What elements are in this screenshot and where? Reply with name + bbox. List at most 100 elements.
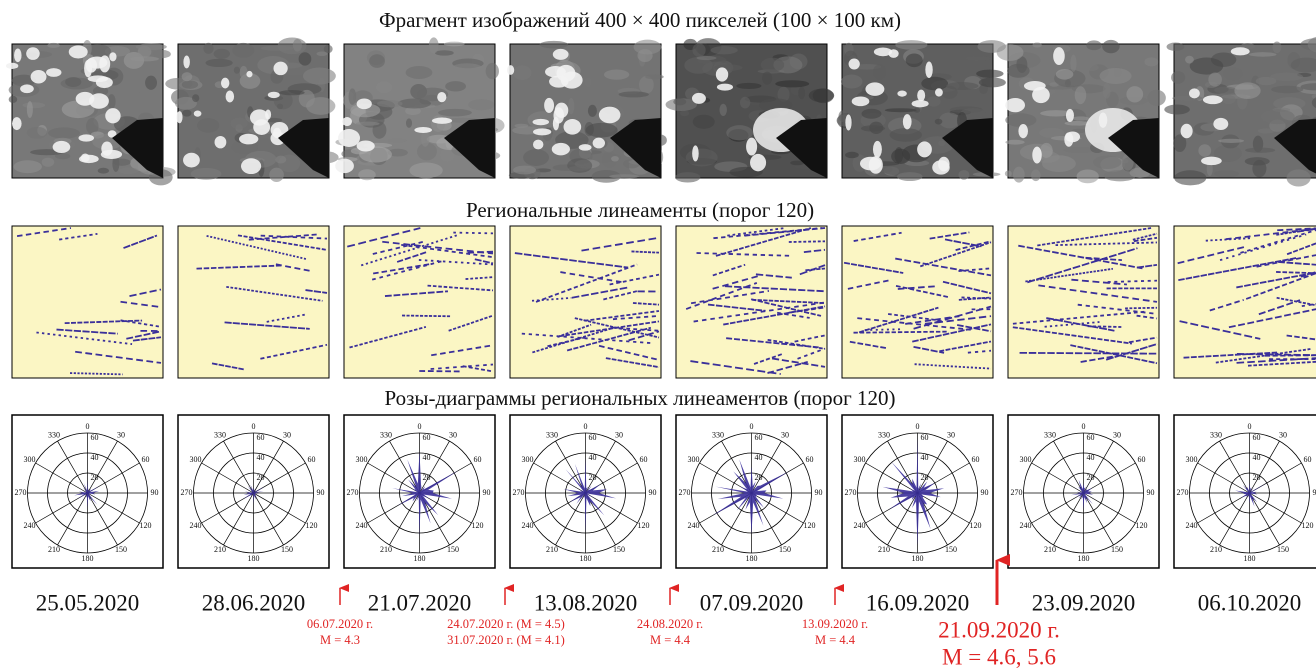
rose-angle-label: 120 — [638, 521, 650, 530]
texture — [376, 81, 392, 93]
rose-angle-label: 210 — [48, 545, 60, 554]
rose-angle-label: 240 — [23, 521, 35, 530]
texture — [906, 53, 923, 67]
rose-angle-label: 0 — [1248, 422, 1252, 431]
texture — [1072, 116, 1090, 120]
texture — [567, 158, 592, 173]
cloud — [1181, 124, 1193, 138]
texture — [997, 44, 1024, 61]
texture — [1221, 95, 1235, 104]
cloud — [101, 150, 122, 159]
cloud — [561, 72, 583, 89]
row-title: Розы-диаграммы региональных линеаментов … — [384, 386, 895, 410]
texture — [1056, 69, 1073, 80]
cloud — [1018, 124, 1028, 138]
cloud — [564, 119, 582, 135]
cloud — [1231, 47, 1250, 55]
cloud — [552, 143, 570, 155]
rose-angle-label: 0 — [418, 422, 422, 431]
rose-angle-label: 330 — [878, 431, 890, 440]
rose-radius-label: 40 — [921, 453, 929, 462]
rose-angle-label: 240 — [355, 521, 367, 530]
texture — [1271, 86, 1303, 93]
map-bg — [344, 226, 495, 378]
rose-angle-label: 300 — [23, 455, 35, 464]
rose-angle-label: 60 — [142, 455, 150, 464]
map-bg — [12, 226, 163, 378]
cloud — [183, 153, 200, 168]
rose-angle-label: 60 — [806, 455, 814, 464]
texture — [279, 90, 305, 95]
texture — [696, 56, 716, 60]
texture — [1070, 55, 1076, 72]
cloud — [889, 49, 899, 58]
texture — [1013, 167, 1025, 183]
texture — [938, 140, 945, 146]
satellite-image — [165, 38, 338, 182]
rose-radius-label: 40 — [1253, 453, 1261, 462]
texture — [1081, 64, 1099, 72]
map-bg — [842, 226, 993, 378]
rose-angle-label: 60 — [1304, 455, 1312, 464]
cloud — [599, 107, 621, 124]
texture — [438, 109, 472, 117]
cloud — [194, 110, 202, 116]
cloud — [20, 84, 34, 93]
texture — [921, 77, 948, 90]
rose-angle-label: 90 — [151, 488, 159, 497]
event-label: M = 4.6, 5.6 — [942, 644, 1056, 669]
texture — [1245, 148, 1275, 153]
cloud — [246, 71, 252, 77]
texture — [719, 104, 726, 116]
texture — [1147, 90, 1165, 106]
texture — [693, 115, 715, 129]
cloud — [1053, 47, 1065, 65]
texture — [261, 46, 293, 51]
rose-angle-label: 270 — [15, 488, 27, 497]
texture — [27, 101, 33, 118]
rose-angle-label: 300 — [853, 455, 865, 464]
rose-angle-label: 270 — [679, 488, 691, 497]
rose-angle-label: 60 — [640, 455, 648, 464]
texture — [845, 152, 859, 158]
texture — [568, 98, 574, 114]
date-label: 06.10.2020 — [1198, 590, 1302, 615]
texture — [1208, 72, 1222, 86]
map-bg — [178, 226, 329, 378]
date-label: 23.09.2020 — [1032, 590, 1136, 615]
cloud — [917, 141, 932, 157]
texture — [890, 128, 923, 142]
cloud — [250, 109, 269, 125]
rose-angle-label: 30 — [117, 431, 125, 440]
rose-angle-label: 270 — [1177, 488, 1189, 497]
rose-radius-label: 40 — [423, 453, 431, 462]
lineament — [1020, 353, 1157, 354]
texture — [406, 66, 433, 79]
texture — [22, 102, 45, 108]
texture — [1249, 52, 1277, 57]
date-label: 28.06.2020 — [202, 590, 306, 615]
texture — [435, 50, 454, 55]
lineament-map — [510, 226, 661, 378]
rose-angle-label: 300 — [1185, 455, 1197, 464]
texture — [214, 49, 230, 59]
cloud — [1066, 109, 1074, 122]
texture — [1077, 170, 1099, 184]
texture — [588, 105, 597, 117]
texture — [1190, 58, 1224, 75]
cloud — [579, 144, 592, 150]
texture — [1122, 159, 1129, 164]
texture — [1261, 109, 1295, 124]
rose-diagram: 0306090120150180210240270300330204060 — [344, 415, 495, 568]
texture — [377, 100, 403, 107]
rose-angle-label: 150 — [945, 545, 957, 554]
texture — [445, 81, 466, 91]
event-label: 13.09.2020 г. — [802, 617, 868, 631]
rose-angle-label: 330 — [1210, 431, 1222, 440]
rose-angle-label: 0 — [86, 422, 90, 431]
texture — [429, 37, 439, 53]
rose-angle-label: 240 — [1185, 521, 1197, 530]
texture — [862, 109, 882, 119]
satellite-image — [6, 40, 176, 185]
cloud — [692, 93, 706, 104]
